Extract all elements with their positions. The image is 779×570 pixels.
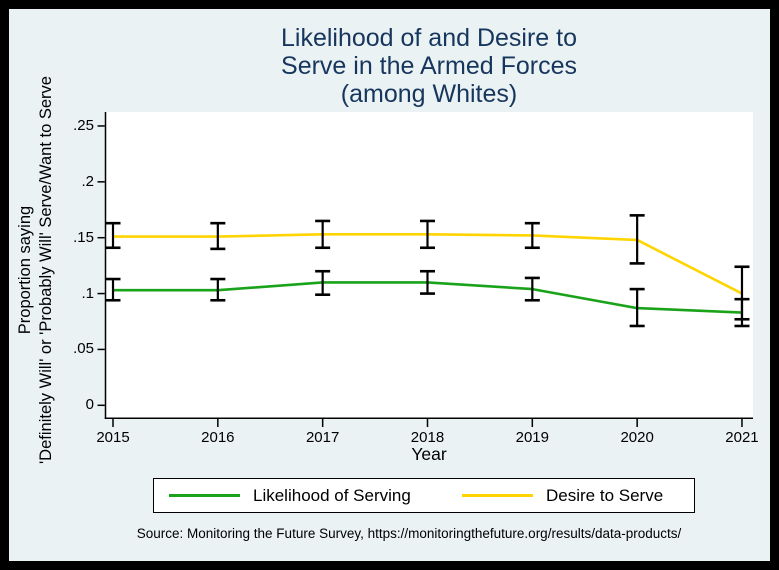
x-tick-label: 2019: [515, 429, 549, 446]
chart-title-line-1: Likelihood of and Desire to: [280, 24, 578, 52]
y-tick-label: .2: [81, 172, 94, 190]
x-tick-label: 2017: [305, 429, 340, 446]
x-tick-label: 2015: [96, 429, 130, 446]
y-tick-label: .1: [81, 284, 94, 302]
y-tick-label: 0: [85, 396, 94, 414]
x-tick-label: 2020: [620, 429, 654, 446]
legend-line-sample-gold: [462, 494, 533, 497]
x-tick-label: 2021: [725, 429, 759, 446]
x-tick-label: 2016: [201, 429, 235, 446]
x-axis-title: Year: [411, 444, 447, 464]
y-axis-title-line-1: Proportion saying: [16, 205, 34, 335]
legend-label-desire-to-serve: Desire to Serve: [546, 485, 664, 505]
y-tick-label: .15: [73, 228, 94, 246]
y-axis-title-line-2: 'Definitely Will' or 'Probably Will' Ser…: [37, 76, 55, 464]
legend-label-likelihood-of-serving: Likelihood of Serving: [253, 485, 411, 505]
plot-region-background: [105, 112, 753, 419]
chart-title-line-3: (among Whites): [340, 80, 518, 108]
source-note: Source: Monitoring the Future Survey, ht…: [136, 526, 682, 541]
chart-title-line-2: Serve in the Armed Forces: [281, 52, 577, 80]
chart-title: Likelihood of and Desire to Serve in the…: [105, 24, 753, 108]
x-tick-label: 2018: [410, 429, 445, 446]
y-tick-label: .05: [73, 340, 94, 358]
legend-line-sample-green: [169, 494, 240, 497]
y-tick-label: .25: [73, 116, 94, 134]
legend-item-desire-to-serve: Desire to Serve: [462, 479, 663, 512]
y-axis-title: Proportion saying 'Definitely Will' or '…: [15, 0, 57, 548]
legend-item-likelihood-of-serving: Likelihood of Serving: [169, 479, 411, 512]
legend: Likelihood of Serving Desire to Serve: [153, 478, 695, 513]
